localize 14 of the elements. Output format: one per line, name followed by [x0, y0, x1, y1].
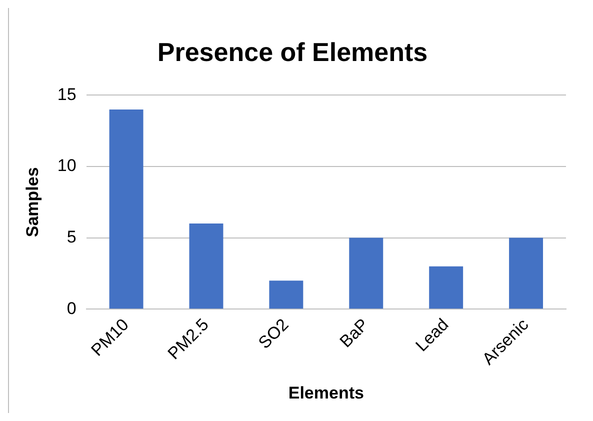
- y-tick-label: 10: [57, 156, 76, 176]
- bar: [349, 238, 384, 309]
- x-tick-label: BaP: [336, 315, 372, 352]
- y-axis-title: Samples: [22, 167, 42, 238]
- bar: [269, 280, 304, 309]
- bar: [509, 238, 544, 309]
- y-tick-label: 0: [66, 298, 76, 318]
- x-axis-title: Elements: [288, 383, 364, 402]
- y-tick-label: 5: [66, 227, 76, 246]
- bar: [109, 109, 144, 309]
- y-tick-label: 15: [57, 84, 76, 104]
- chart-title: Presence of Elements: [157, 36, 428, 67]
- bar: [189, 224, 224, 309]
- bar: [429, 266, 464, 309]
